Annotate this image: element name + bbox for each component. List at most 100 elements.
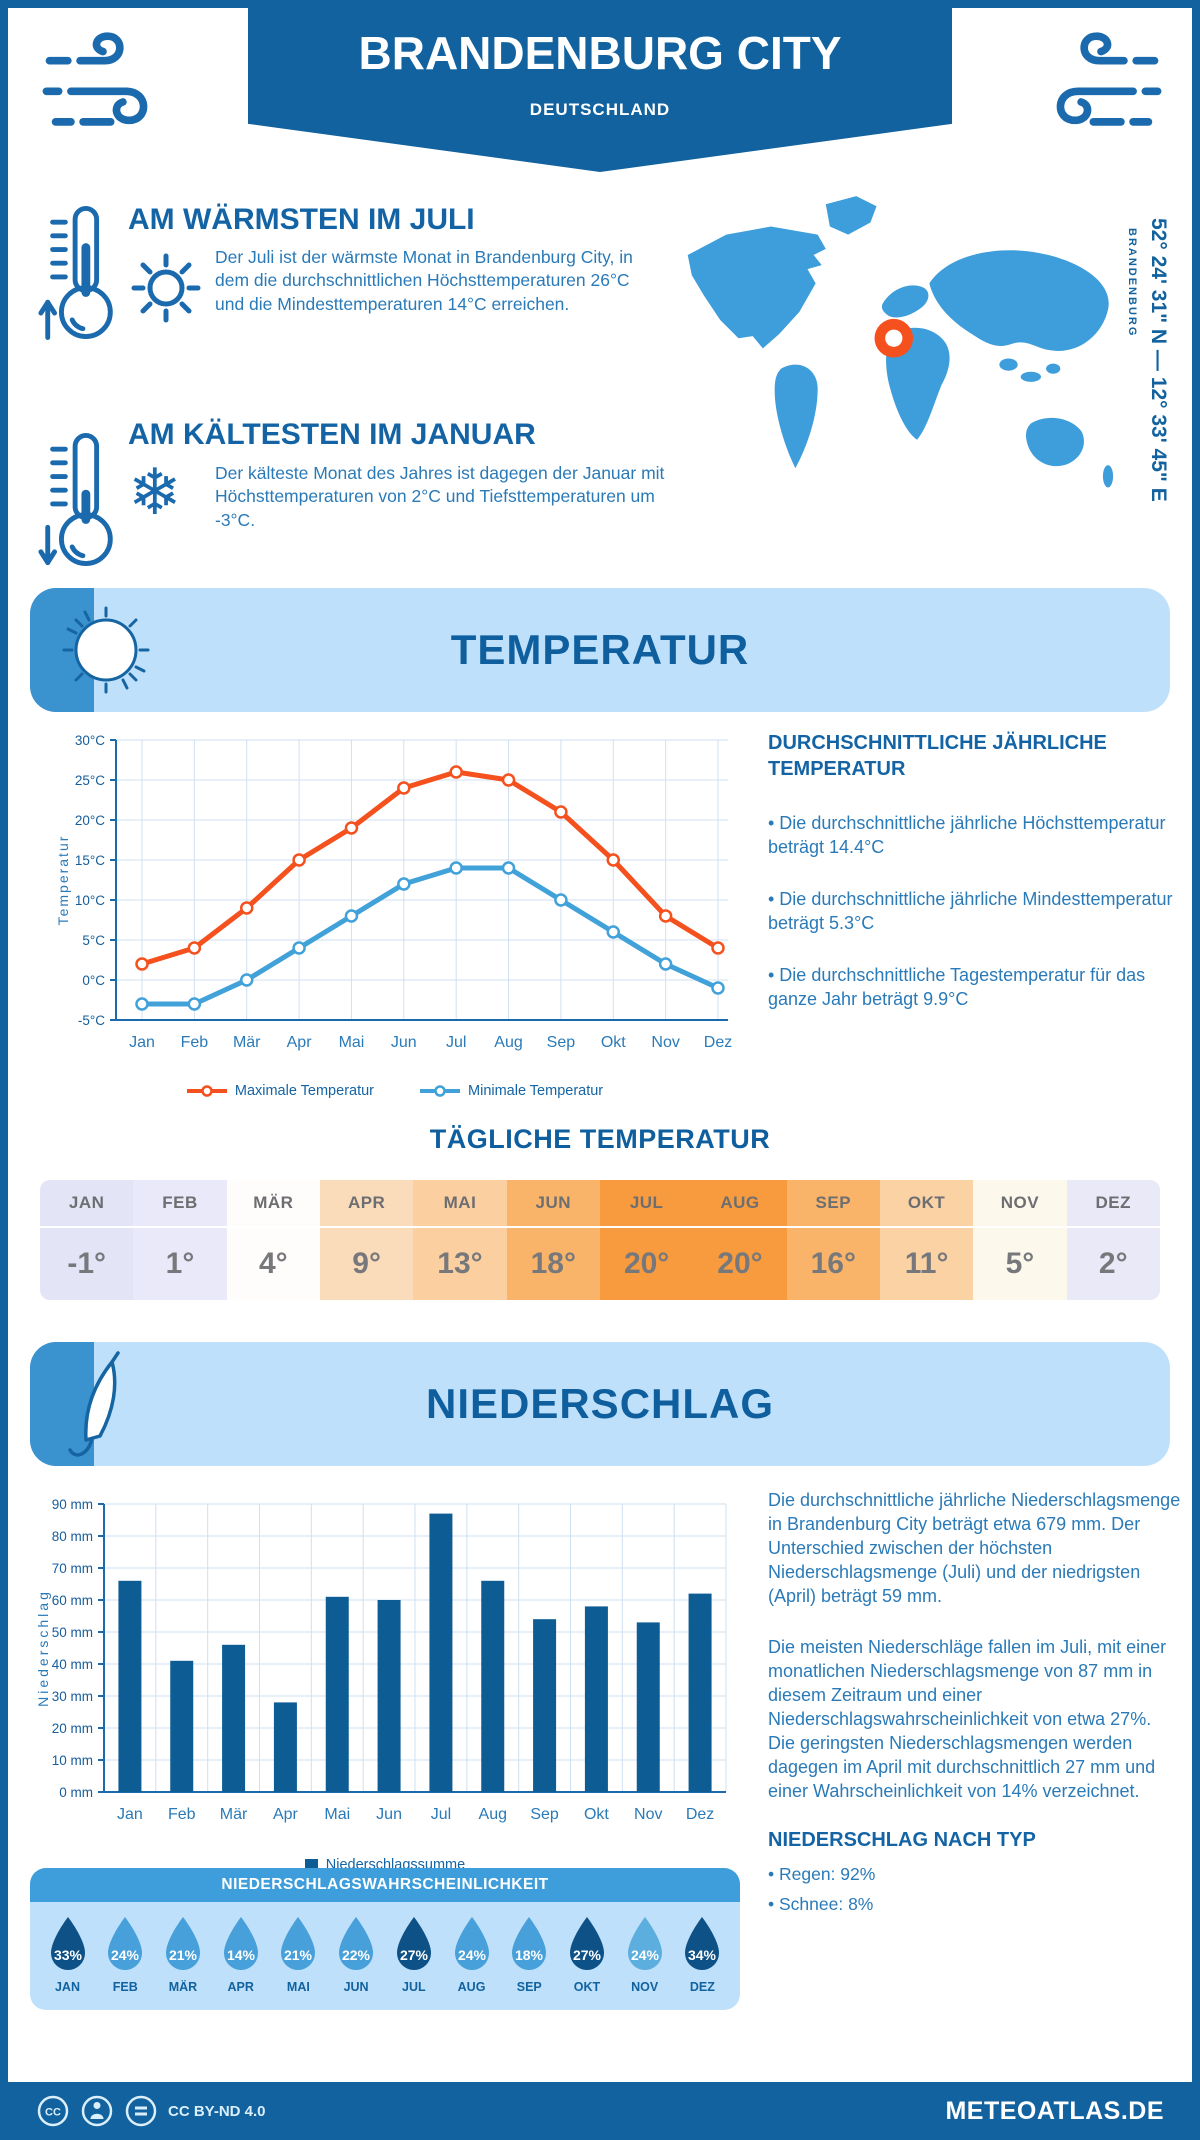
sun-icon [131, 253, 201, 323]
daily-temperature-title: TÄGLICHE TEMPERATUR [429, 1124, 771, 1154]
thermometer-low-icon [38, 433, 113, 566]
precipitation-section-banner: NIEDERSCHLAG [30, 1342, 1170, 1466]
cc-icon: CC [37, 2095, 69, 2127]
temperature-chart-legend: Maximale Temperatur Minimale Temperatur [50, 1083, 740, 1099]
probability-droplet: 24% NOV [617, 1916, 672, 1994]
daily-month-label: JUL [599, 1180, 694, 1226]
svg-text:Okt: Okt [584, 1806, 609, 1823]
thermometer-high-icon [38, 206, 113, 340]
daily-month-label: SEP [786, 1180, 880, 1226]
svg-text:33%: 33% [53, 1947, 82, 1963]
probability-month-label: NOV [631, 1980, 659, 1994]
svg-text:40 mm: 40 mm [52, 1657, 93, 1672]
svg-text:Nov: Nov [634, 1806, 662, 1823]
daily-month-label: APR [319, 1180, 414, 1226]
svg-text:Dez: Dez [686, 1806, 714, 1823]
svg-text:24%: 24% [631, 1947, 660, 1963]
temperature-section-banner: TEMPERATUR [30, 588, 1170, 712]
site-name: METEOATLAS.DE [945, 2096, 1164, 2125]
svg-text:10 mm: 10 mm [52, 1753, 93, 1768]
svg-text:24%: 24% [111, 1947, 140, 1963]
svg-text:Apr: Apr [287, 1034, 313, 1051]
svg-text:Aug: Aug [494, 1034, 522, 1051]
daily-table-column: NOV 5° [973, 1180, 1067, 1300]
daily-temperature-value: 13° [413, 1228, 507, 1300]
daily-table-column: SEP 16° [786, 1180, 880, 1300]
precipitation-probability: NIEDERSCHLAGSWAHRSCHEINLICHKEIT 33% JAN 24… [30, 1868, 740, 2010]
svg-text:15°C: 15°C [75, 853, 105, 868]
svg-text:60 mm: 60 mm [52, 1593, 93, 1608]
world-map [687, 196, 1114, 488]
svg-text:Mär: Mär [220, 1806, 248, 1823]
temperature-chart: -5°C 0°C 5°C 10°C 15°C 20°C 25°C 30°C Jan Feb Mär A… [50, 726, 740, 1099]
daily-table-column: AUG 20° [693, 1180, 787, 1300]
svg-text:Niederschlag: Niederschlag [35, 1589, 51, 1707]
svg-text:21%: 21% [169, 1947, 198, 1963]
attribution-icon [81, 2095, 113, 2127]
temperature-section-title: TEMPERATUR [450, 626, 750, 673]
svg-text:Apr: Apr [273, 1806, 299, 1823]
nd-icon [125, 2095, 157, 2127]
daily-temperature-value: 20° [693, 1228, 787, 1300]
svg-text:30 mm: 30 mm [52, 1689, 93, 1704]
svg-text:Dez: Dez [704, 1034, 732, 1051]
svg-text:27%: 27% [573, 1947, 602, 1963]
svg-text:Mai: Mai [339, 1034, 365, 1051]
probability-month-label: JUN [343, 1980, 369, 1994]
probability-droplet: 27% OKT [559, 1916, 614, 1994]
daily-month-label: FEB [133, 1180, 227, 1226]
probability-droplet: 21% MÄR [155, 1916, 210, 1994]
svg-text:90 mm: 90 mm [52, 1497, 93, 1512]
probability-droplet: 33% JAN [40, 1916, 95, 1994]
svg-text:Jan: Jan [129, 1034, 155, 1051]
daily-temperature-value: 16° [786, 1228, 880, 1300]
daily-table-column: MÄR 4° [226, 1180, 320, 1300]
svg-text:Aug: Aug [479, 1806, 507, 1823]
page-subtitle: DEUTSCHLAND [529, 100, 671, 119]
page-title: BRANDENBURG CITY [358, 27, 842, 79]
daily-temperature-value: 20° [599, 1228, 694, 1300]
daily-table-column: FEB 1° [133, 1180, 227, 1300]
probability-month-label: JAN [54, 1980, 80, 1994]
daily-table-column: DEZ 2° [1066, 1180, 1160, 1300]
svg-text:14%: 14% [227, 1947, 256, 1963]
page-border-left [0, 0, 8, 2140]
precipitation-chart: 0 mm 10 mm 20 mm 30 mm 40 mm 50 mm 60 mm 70 mm 8… [30, 1490, 740, 1873]
page-border-right [1192, 0, 1200, 2140]
location-marker [874, 318, 914, 358]
wind-icon [42, 32, 148, 126]
license: CC CC BY-ND 4.0 [36, 2094, 266, 2128]
probability-month-label: APR [227, 1980, 254, 1994]
snowflake-icon: ❄ [128, 456, 182, 528]
daily-month-label: DEZ [1066, 1180, 1160, 1226]
precipitation-type-snow: • Schnee: 8% [768, 1894, 874, 1915]
daily-month-label: MÄR [226, 1180, 320, 1226]
svg-text:0 mm: 0 mm [59, 1785, 93, 1800]
coldest-text: Der kälteste Monat des Jahres ist dagege… [215, 463, 665, 530]
umbrella-icon [68, 1351, 120, 1457]
daily-table-column: APR 9° [319, 1180, 414, 1300]
daily-temperature-value: 4° [226, 1228, 320, 1300]
precipitation-section-title: NIEDERSCHLAG [425, 1380, 775, 1427]
svg-text:Jul: Jul [431, 1806, 451, 1823]
svg-text:Jul: Jul [446, 1034, 466, 1051]
daily-temperature-value: 18° [506, 1228, 600, 1300]
daily-temperature-value: 1° [133, 1228, 227, 1300]
temperature-line-chart: -5°C 0°C 5°C 10°C 15°C 20°C 25°C 30°C Jan Feb Mär A… [50, 726, 740, 1069]
svg-text:Jan: Jan [117, 1806, 143, 1823]
daily-table-column: JUL 20° [599, 1180, 694, 1300]
probability-title: NIEDERSCHLAGSWAHRSCHEINLICHKEIT [30, 1868, 740, 1902]
probability-month-label: JUL [402, 1980, 426, 1994]
probability-month-label: DEZ [689, 1980, 715, 1994]
svg-text:0°C: 0°C [82, 973, 105, 988]
daily-temperature-value: 5° [973, 1228, 1067, 1300]
svg-text:21%: 21% [284, 1947, 313, 1963]
probability-droplet: 34% DEZ [675, 1916, 730, 1994]
svg-text:Temperatur: Temperatur [55, 835, 71, 926]
daily-temperature-table: JAN -1° FEB 1° MÄR 4° APR 9° MAI 13° JUN 18° JUL 20° A… [40, 1180, 1160, 1300]
footer: CC CC BY-ND 4.0 METEOATLAS.DE [0, 2082, 1200, 2140]
svg-text:18%: 18% [515, 1947, 544, 1963]
warmest-title: AM WÄRMSTEN IM JULI [128, 203, 475, 236]
daily-month-label: JAN [40, 1180, 134, 1226]
